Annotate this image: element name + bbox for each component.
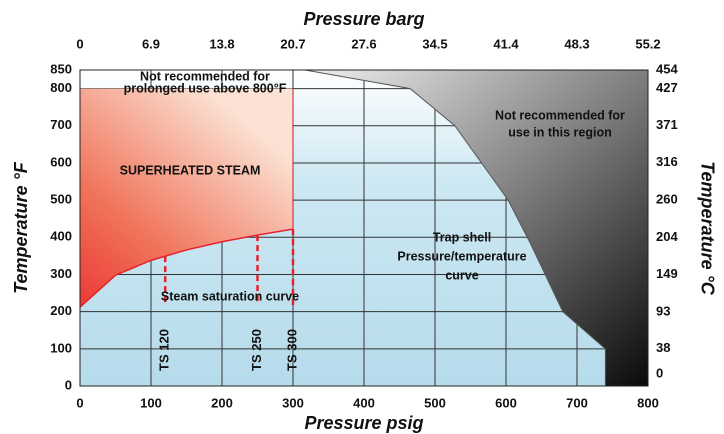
annotation: Steam saturation curve: [161, 289, 299, 303]
x2-axis-title: Pressure barg: [303, 9, 424, 29]
y2-tick-label: 149: [656, 266, 678, 281]
ts-label: TS 120: [157, 329, 172, 371]
ts-label: TS 300: [284, 329, 299, 371]
y-tick-label: 850: [50, 61, 72, 76]
y2-tick-label: 204: [656, 229, 678, 244]
annotation: Not recommended for: [495, 108, 625, 122]
x-tick-label: 100: [140, 395, 162, 410]
annotation: use in this region: [508, 125, 612, 139]
plot-border: [79, 69, 649, 387]
y-axis-title: Temperature °F: [11, 161, 31, 294]
x-tick-label: 400: [353, 395, 375, 410]
ts-label: TS 250: [249, 329, 264, 371]
y2-tick-label: 93: [656, 303, 670, 318]
y2-tick-label: 260: [656, 192, 678, 207]
annotation: Not recommended for: [140, 69, 270, 83]
annotation: prolonged use above 800°F: [124, 81, 287, 95]
y-tick-label: 600: [50, 154, 72, 169]
y-tick-label: 200: [50, 303, 72, 318]
x-tick-label: 700: [566, 395, 588, 410]
x-tick-label: 500: [424, 395, 446, 410]
shell-curve: [304, 69, 606, 386]
x2-tick-label: 0: [76, 36, 83, 51]
x2-tick-label: 27.6: [351, 36, 376, 51]
superheated-region: [80, 88, 293, 387]
y2-tick-label: 0: [656, 366, 663, 381]
y2-tick-label: 427: [656, 80, 678, 95]
x2-tick-label: 6.9: [142, 36, 160, 51]
x-tick-label: 800: [637, 395, 659, 410]
x-tick-label: 0: [76, 395, 83, 410]
y-tick-label: 800: [50, 80, 72, 95]
x2-tick-label: 55.2: [635, 36, 660, 51]
restricted-region: [305, 70, 648, 386]
x2-tick-label: 20.7: [280, 36, 305, 51]
y2-axis-title: Temperature °C: [697, 161, 717, 296]
y-tick-label: 500: [50, 192, 72, 207]
y2-tick-label: 316: [656, 154, 678, 169]
x-tick-label: 200: [211, 395, 233, 410]
annotation: SUPERHEATED STEAM: [120, 163, 261, 177]
x-tick-label: 300: [282, 395, 304, 410]
y-tick-label: 100: [50, 340, 72, 355]
x2-tick-label: 34.5: [422, 36, 447, 51]
y-tick-label: 700: [50, 117, 72, 132]
y-tick-label: 300: [50, 266, 72, 281]
x2-tick-label: 41.4: [493, 36, 519, 51]
annotation: curve: [445, 268, 478, 282]
annotation: Pressure/temperature: [397, 249, 526, 263]
y2-tick-label: 371: [656, 117, 678, 132]
x2-tick-label: 48.3: [564, 36, 589, 51]
y-tick-label: 400: [50, 229, 72, 244]
x2-tick-label: 13.8: [209, 36, 234, 51]
annotation: Trap shell: [433, 230, 491, 244]
y2-tick-label: 454: [656, 62, 678, 77]
y2-tick-label: 38: [656, 340, 670, 355]
y-tick-label: 0: [65, 377, 72, 392]
x-tick-label: 600: [495, 395, 517, 410]
x-axis-title: Pressure psig: [304, 413, 423, 433]
